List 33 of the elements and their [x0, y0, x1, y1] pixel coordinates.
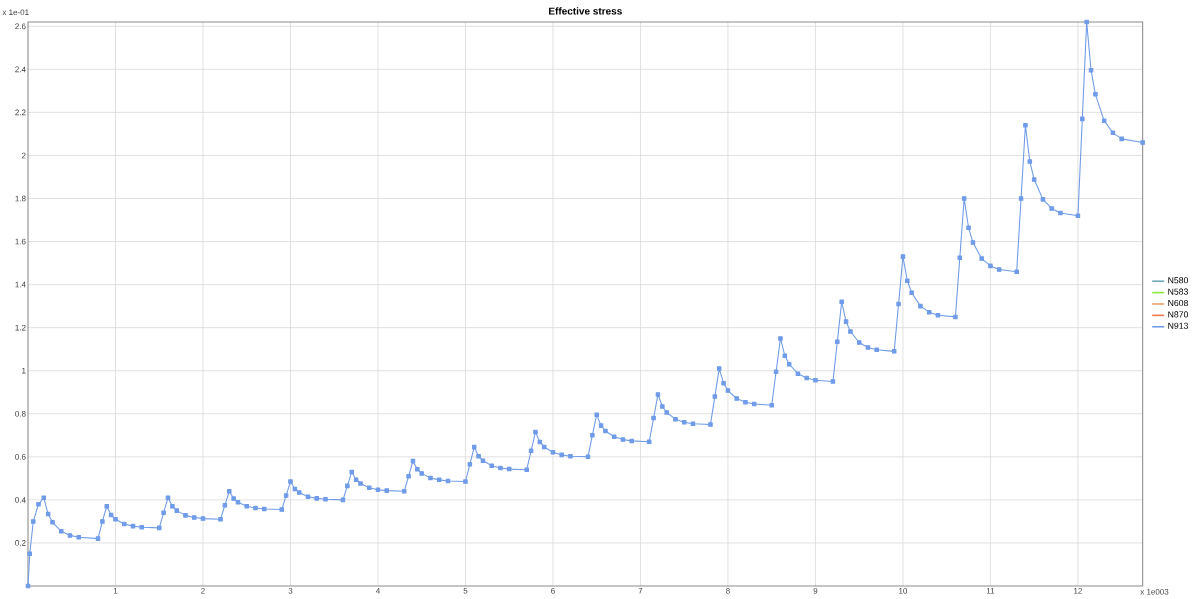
chart-title: Effective stress	[549, 7, 622, 15]
x-tick-label: 3	[288, 588, 293, 594]
x-tick-label: 7	[638, 588, 643, 594]
y-tick-label: 0.8	[15, 410, 26, 417]
x-tick-label: 9	[813, 588, 818, 594]
x-tick-label: 5	[463, 588, 468, 594]
y-tick-label: 1	[22, 367, 26, 374]
y-tick-label: 1.6	[15, 238, 26, 245]
legend-label: N583	[1168, 288, 1188, 295]
text: x 1e003	[1140, 588, 1169, 595]
x-tick-label: 12	[1074, 588, 1082, 594]
y-tick-label: 1.8	[15, 195, 26, 202]
legend-label: N608	[1168, 299, 1188, 307]
y-tick-label: 0.2	[15, 540, 26, 546]
x-tick-label: 6	[551, 588, 555, 594]
legend-label: N913	[1168, 322, 1188, 329]
legend-label: N580	[1168, 277, 1189, 284]
x-tick-label: 1	[113, 588, 118, 594]
x-tick-label: 8	[726, 588, 730, 594]
legend-label: N870	[1168, 311, 1189, 318]
y-tick-label: 0.4	[15, 497, 26, 503]
y-tick-label: 0.6	[15, 454, 26, 460]
y-tick-label: 2.6	[15, 23, 26, 30]
y-tick-label: 1.2	[15, 324, 26, 331]
x-tick-label: 11	[986, 588, 995, 594]
y-tick-label: 2.4	[15, 66, 26, 73]
text: x 1e-01	[2, 9, 29, 16]
y-tick-label: 2.2	[15, 109, 26, 116]
x-tick-label: 4	[375, 588, 380, 594]
y-tick-label: 2	[21, 152, 26, 159]
x-tick-label: 10	[899, 588, 908, 594]
y-tick-label: 1.4	[15, 281, 26, 288]
x-tick-label: 2	[201, 588, 205, 594]
